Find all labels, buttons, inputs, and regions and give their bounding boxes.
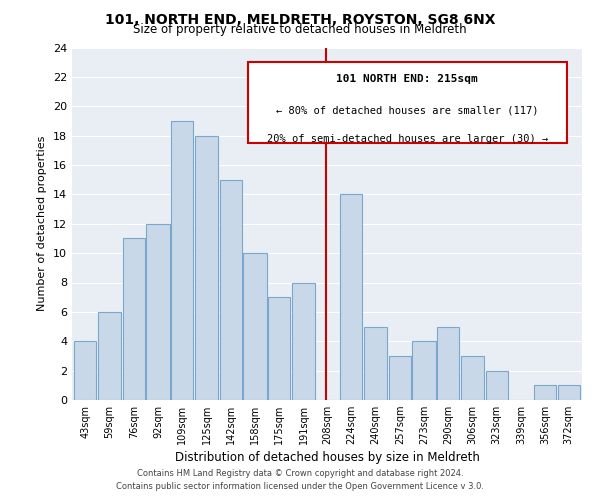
Bar xyxy=(364,326,387,400)
Bar xyxy=(74,342,96,400)
Bar xyxy=(389,356,411,400)
Bar xyxy=(146,224,170,400)
Bar xyxy=(437,326,459,400)
Bar xyxy=(268,297,290,400)
Text: ← 80% of detached houses are smaller (117): ← 80% of detached houses are smaller (11… xyxy=(276,106,539,116)
X-axis label: Distribution of detached houses by size in Meldreth: Distribution of detached houses by size … xyxy=(175,452,479,464)
Text: 101, NORTH END, MELDRETH, ROYSTON, SG8 6NX: 101, NORTH END, MELDRETH, ROYSTON, SG8 6… xyxy=(105,12,495,26)
Text: Size of property relative to detached houses in Meldreth: Size of property relative to detached ho… xyxy=(133,24,467,36)
Bar xyxy=(195,136,218,400)
Bar xyxy=(412,342,436,400)
Text: 20% of semi-detached houses are larger (30) →: 20% of semi-detached houses are larger (… xyxy=(266,134,548,144)
Bar xyxy=(292,282,315,400)
Bar xyxy=(243,253,267,400)
Text: 101 NORTH END: 215sqm: 101 NORTH END: 215sqm xyxy=(337,74,478,84)
Bar xyxy=(98,312,121,400)
Bar xyxy=(486,370,508,400)
Bar xyxy=(461,356,484,400)
FancyBboxPatch shape xyxy=(248,62,567,142)
Y-axis label: Number of detached properties: Number of detached properties xyxy=(37,136,47,312)
Bar xyxy=(123,238,145,400)
Text: Contains HM Land Registry data © Crown copyright and database right 2024.
Contai: Contains HM Land Registry data © Crown c… xyxy=(116,470,484,491)
Bar xyxy=(171,121,193,400)
Bar xyxy=(220,180,242,400)
Bar xyxy=(558,386,580,400)
Bar xyxy=(534,386,556,400)
Bar xyxy=(340,194,362,400)
